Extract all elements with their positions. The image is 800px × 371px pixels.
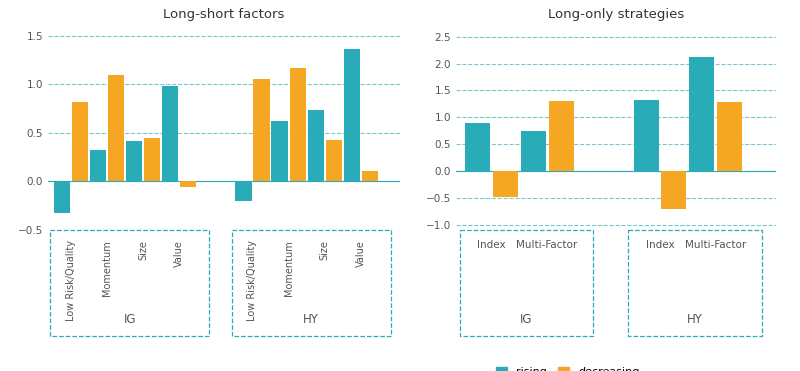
Text: Value: Value <box>356 240 366 267</box>
Bar <box>493 171 518 197</box>
Text: HY: HY <box>687 313 703 326</box>
Bar <box>690 57 714 171</box>
Bar <box>144 138 160 181</box>
Title: Long-only strategies: Long-only strategies <box>548 8 684 21</box>
Bar <box>634 100 658 171</box>
Bar <box>717 102 742 171</box>
Text: Low Risk/Quality: Low Risk/Quality <box>66 240 76 321</box>
Bar <box>180 181 197 187</box>
Bar <box>465 123 490 171</box>
Text: Index: Index <box>646 240 674 250</box>
Text: Low Risk/Quality: Low Risk/Quality <box>247 240 258 321</box>
Bar <box>126 141 142 181</box>
Bar <box>308 109 324 181</box>
Bar <box>271 121 288 181</box>
Bar <box>54 181 70 213</box>
Text: Size: Size <box>320 240 330 260</box>
Text: Momentum: Momentum <box>102 240 112 296</box>
Text: Multi-Factor: Multi-Factor <box>685 240 746 250</box>
Bar <box>549 101 574 171</box>
Bar <box>521 131 546 171</box>
Bar <box>72 102 88 181</box>
Text: Size: Size <box>138 240 148 260</box>
Text: Index: Index <box>477 240 506 250</box>
Bar <box>290 68 306 181</box>
Bar <box>108 75 124 181</box>
Bar <box>254 79 270 181</box>
Text: IG: IG <box>123 313 136 326</box>
Text: Multi-Factor: Multi-Factor <box>517 240 578 250</box>
Bar <box>235 181 251 201</box>
Title: Long-short factors: Long-short factors <box>163 8 285 21</box>
Legend: rising, decreasing: rising, decreasing <box>492 362 644 371</box>
Bar <box>662 171 686 209</box>
Bar <box>326 139 342 181</box>
Bar <box>344 49 360 181</box>
Bar <box>90 150 106 181</box>
Text: Momentum: Momentum <box>284 240 294 296</box>
Bar <box>362 171 378 181</box>
Text: Value: Value <box>174 240 184 267</box>
Text: IG: IG <box>520 313 533 326</box>
Bar <box>162 86 178 181</box>
Text: HY: HY <box>303 313 319 326</box>
